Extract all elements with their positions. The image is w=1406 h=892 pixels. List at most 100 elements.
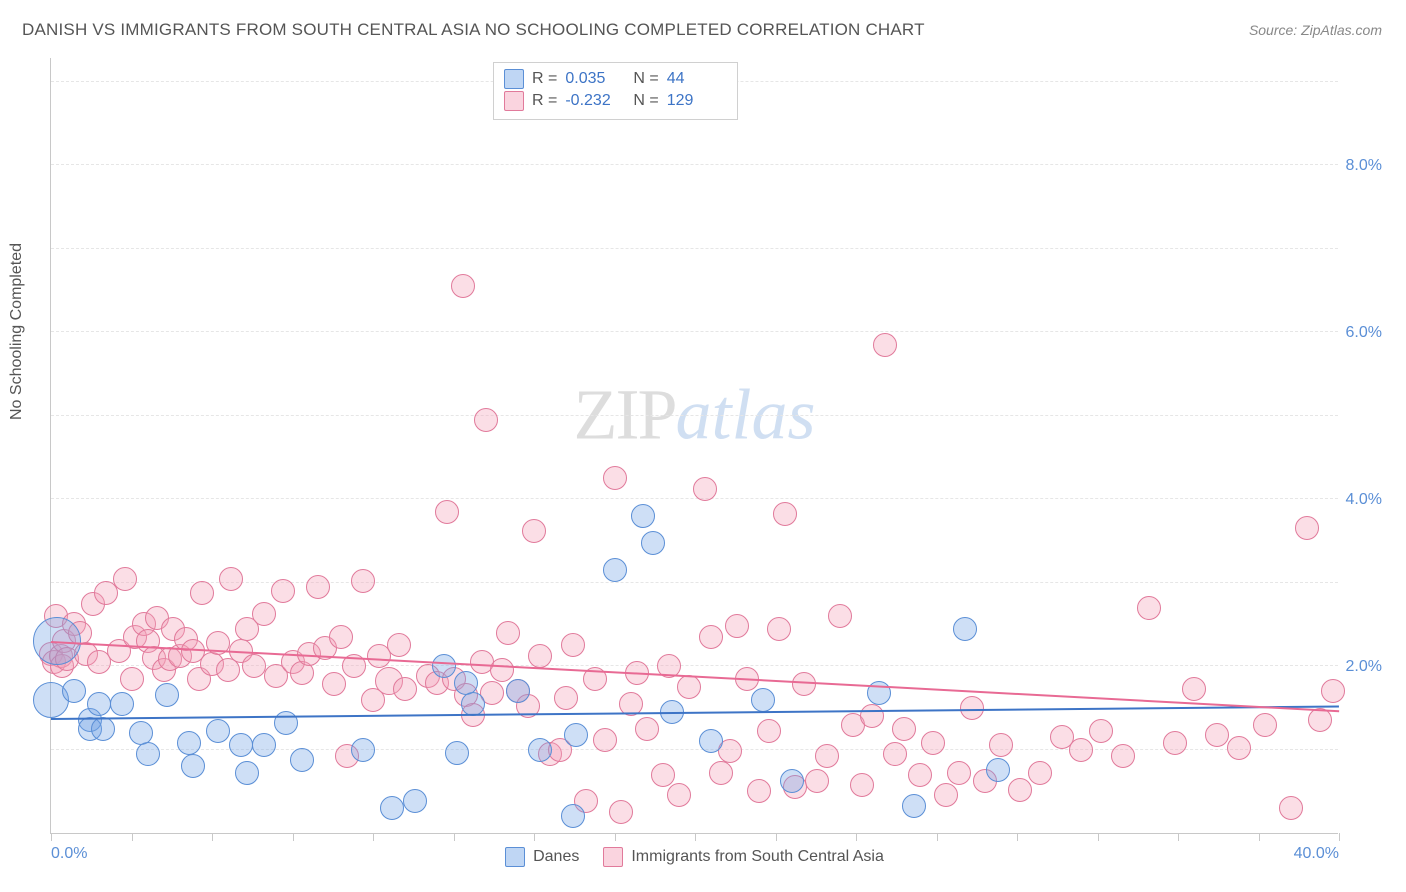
scatter-point: [953, 617, 977, 641]
scatter-point: [902, 794, 926, 818]
xtick: [51, 833, 52, 841]
legend-label-immigrants: Immigrants from South Central Asia: [631, 848, 884, 866]
scatter-point: [751, 688, 775, 712]
scatter-point: [445, 741, 469, 765]
scatter-point: [805, 769, 829, 793]
scatter-point: [561, 804, 585, 828]
scatter-point: [380, 796, 404, 820]
scatter-point: [641, 531, 665, 555]
scatter-point: [921, 731, 945, 755]
scatter-point: [290, 748, 314, 772]
scatter-point: [693, 477, 717, 501]
scatter-point: [1295, 516, 1319, 540]
xtick: [132, 833, 133, 841]
scatter-point: [883, 742, 907, 766]
gridline: [51, 331, 1338, 332]
scatter-point: [387, 633, 411, 657]
stats-row-immigrants: R = -0.232 N = 129: [504, 91, 727, 111]
scatter-point: [190, 581, 214, 605]
r-value-danes: 0.035: [565, 70, 625, 88]
legend-item-danes: Danes: [505, 847, 579, 867]
scatter-point: [329, 625, 353, 649]
scatter-point: [1028, 761, 1052, 785]
r-label: R =: [532, 92, 557, 110]
xtick: [454, 833, 455, 841]
scatter-point: [403, 789, 427, 813]
gridline: [51, 415, 1338, 416]
scatter-point: [271, 579, 295, 603]
scatter-point: [1163, 731, 1187, 755]
xtick: [1017, 833, 1018, 841]
scatter-point: [860, 704, 884, 728]
gridline: [51, 248, 1338, 249]
gridline: [51, 582, 1338, 583]
scatter-point: [892, 717, 916, 741]
xtick: [695, 833, 696, 841]
scatter-point: [229, 733, 253, 757]
scatter-point: [947, 761, 971, 785]
scatter-point: [435, 500, 459, 524]
xtick: [615, 833, 616, 841]
scatter-point: [767, 617, 791, 641]
xtick: [373, 833, 374, 841]
legend-label-danes: Danes: [533, 848, 579, 866]
legend-item-immigrants: Immigrants from South Central Asia: [603, 847, 884, 867]
scatter-point: [252, 602, 276, 626]
scatter-point: [181, 754, 205, 778]
scatter-point: [850, 773, 874, 797]
scatter-point: [564, 723, 588, 747]
source-attribution: Source: ZipAtlas.com: [1249, 22, 1382, 38]
scatter-point: [635, 717, 659, 741]
scatter-point: [699, 625, 723, 649]
scatter-point: [528, 644, 552, 668]
scatter-point: [155, 683, 179, 707]
chart-title: DANISH VS IMMIGRANTS FROM SOUTH CENTRAL …: [22, 20, 925, 40]
scatter-point: [322, 672, 346, 696]
scatter-point: [554, 686, 578, 710]
scatter-point: [1008, 778, 1032, 802]
xtick: [856, 833, 857, 841]
r-label: R =: [532, 70, 557, 88]
scatter-point: [1182, 677, 1206, 701]
scatter-point: [219, 567, 243, 591]
scatter-point: [351, 569, 375, 593]
n-label: N =: [633, 70, 658, 88]
ytick-label: 2.0%: [1346, 658, 1382, 676]
scatter-point: [603, 466, 627, 490]
scatter-point: [709, 761, 733, 785]
scatter-point: [960, 696, 984, 720]
scatter-point: [677, 675, 701, 699]
scatter-point: [91, 717, 115, 741]
xtick: [293, 833, 294, 841]
scatter-point: [474, 408, 498, 432]
scatter-point: [461, 692, 485, 716]
scatter-point: [351, 738, 375, 762]
scatter-point: [1069, 738, 1093, 762]
scatter-point: [747, 779, 771, 803]
scatter-point: [235, 761, 259, 785]
scatter-point: [242, 654, 266, 678]
trend-line: [51, 706, 1339, 721]
scatter-point: [667, 783, 691, 807]
scatter-point: [62, 679, 86, 703]
scatter-point: [773, 502, 797, 526]
scatter-point: [120, 667, 144, 691]
swatch-pink: [504, 91, 524, 111]
scatter-point: [593, 728, 617, 752]
scatter-point: [651, 763, 675, 787]
scatter-point: [506, 679, 530, 703]
gridline: [51, 164, 1338, 165]
scatter-point: [873, 333, 897, 357]
scatter-point: [393, 677, 417, 701]
xtick: [1339, 833, 1340, 841]
scatter-point: [908, 763, 932, 787]
scatter-point: [274, 711, 298, 735]
stats-row-danes: R = 0.035 N = 44: [504, 69, 727, 89]
ytick-label: 4.0%: [1346, 491, 1382, 509]
scatter-point: [609, 800, 633, 824]
scatter-point: [815, 744, 839, 768]
scatter-point: [306, 575, 330, 599]
scatter-point: [699, 729, 723, 753]
scatter-point: [87, 692, 111, 716]
scatter-point: [828, 604, 852, 628]
